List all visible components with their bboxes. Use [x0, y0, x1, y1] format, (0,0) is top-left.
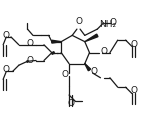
Text: O: O [130, 40, 137, 49]
Text: O: O [75, 17, 82, 26]
Text: O: O [100, 47, 107, 56]
Text: O: O [2, 31, 9, 40]
Text: O: O [91, 67, 98, 76]
Text: O: O [130, 86, 137, 95]
Polygon shape [85, 64, 91, 71]
Polygon shape [85, 34, 98, 42]
Text: O: O [68, 99, 75, 108]
Text: O: O [27, 56, 34, 65]
Text: O: O [27, 39, 34, 48]
Text: O: O [62, 70, 69, 79]
Text: O: O [110, 18, 117, 27]
Text: NH₂: NH₂ [99, 20, 116, 29]
Text: O: O [2, 65, 9, 74]
Polygon shape [52, 40, 61, 43]
